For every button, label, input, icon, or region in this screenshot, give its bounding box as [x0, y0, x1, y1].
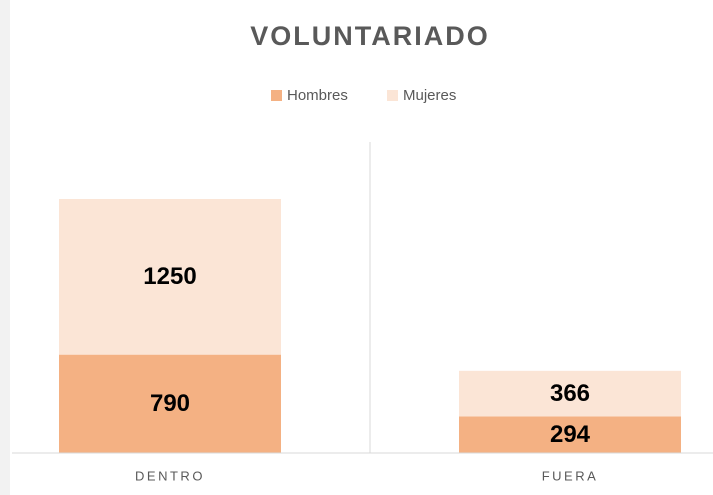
- data-label: 1250: [143, 263, 196, 290]
- bar-segment: [59, 199, 281, 355]
- data-label: 294: [550, 421, 591, 448]
- legend-label: Hombres: [287, 87, 348, 104]
- data-label: 790: [150, 390, 190, 417]
- x-tick-label: FUERA: [542, 468, 599, 483]
- data-label: 366: [550, 380, 590, 407]
- bar-segment: [59, 354, 281, 453]
- bar-segment: [459, 416, 681, 453]
- x-tick-label: DENTRO: [135, 468, 205, 483]
- legend-swatch: [387, 90, 398, 101]
- legend-label: Mujeres: [403, 87, 456, 104]
- bar-segment: [459, 370, 681, 417]
- legend-swatch: [271, 90, 282, 101]
- chart-title: VOLUNTARIADO: [250, 21, 490, 51]
